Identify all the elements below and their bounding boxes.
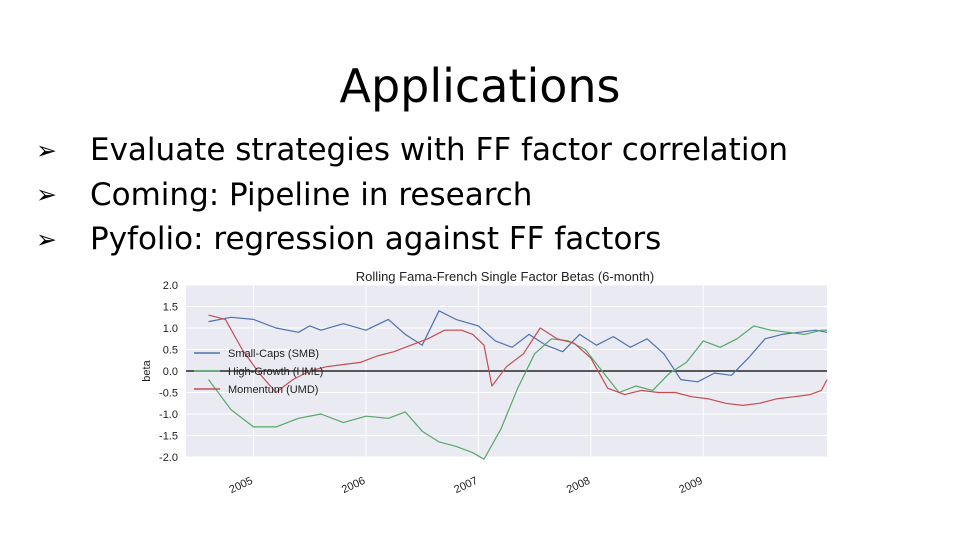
slide-title: Applications bbox=[339, 59, 621, 113]
series-line-high-growth-hml bbox=[208, 325, 827, 460]
legend-label: Small-Caps (SMB) bbox=[228, 348, 319, 360]
x-tick-label: 2008 bbox=[565, 475, 592, 496]
bullet-item: ➢ Coming: Pipeline in research bbox=[36, 173, 788, 218]
bullet-text: Pyfolio: regression against FF factors bbox=[90, 221, 662, 258]
x-tick-label: 2007 bbox=[452, 475, 479, 496]
y-tick-label: 1.0 bbox=[163, 323, 178, 335]
rolling-betas-chart: Rolling Fama-French Single Factor Betas … bbox=[141, 269, 828, 496]
chart-title: Rolling Fama-French Single Factor Betas … bbox=[356, 269, 654, 284]
series-lines bbox=[208, 310, 828, 460]
x-tick-label: 2006 bbox=[340, 475, 367, 496]
y-axis-label: beta bbox=[141, 359, 153, 381]
arrowhead-bullet-icon: ➢ bbox=[36, 180, 57, 210]
legend-label: Momentum (UMD) bbox=[228, 384, 318, 396]
chart-legend: Small-Caps (SMB) High-Growth (HML) Momentu… bbox=[194, 348, 323, 396]
y-tick-label: 2.0 bbox=[163, 280, 178, 292]
legend-label: High-Growth (HML) bbox=[228, 366, 323, 378]
arrowhead-bullet-icon: ➢ bbox=[36, 224, 57, 254]
arrowhead-bullet-icon: ➢ bbox=[36, 135, 57, 165]
y-tick-label: -0.5 bbox=[159, 388, 178, 400]
series-line-momentum-umd bbox=[208, 314, 828, 406]
x-tick-label: 2005 bbox=[227, 475, 254, 496]
y-tick-label: 1.5 bbox=[163, 302, 178, 314]
bullet-text: Evaluate strategies with FF factor corre… bbox=[90, 132, 789, 169]
y-tick-label: 0.5 bbox=[163, 345, 178, 357]
y-tick-label: -1.5 bbox=[159, 431, 178, 443]
series-line-small-caps-smb bbox=[208, 310, 828, 383]
y-tick-label: -1.0 bbox=[159, 409, 178, 421]
bullet-item: ➢ Evaluate strategies with FF factor cor… bbox=[36, 128, 788, 173]
chart-container: Rolling Fama-French Single Factor Betas … bbox=[130, 262, 840, 498]
bullet-text: Coming: Pipeline in research bbox=[90, 176, 533, 213]
bullet-list: ➢ Evaluate strategies with FF factor cor… bbox=[36, 128, 788, 262]
y-tick-label: 0.0 bbox=[163, 366, 178, 378]
x-tick-label: 2009 bbox=[677, 475, 704, 496]
bullet-item: ➢ Pyfolio: regression against FF factors bbox=[36, 217, 788, 262]
y-tick-label: -2.0 bbox=[159, 452, 178, 464]
